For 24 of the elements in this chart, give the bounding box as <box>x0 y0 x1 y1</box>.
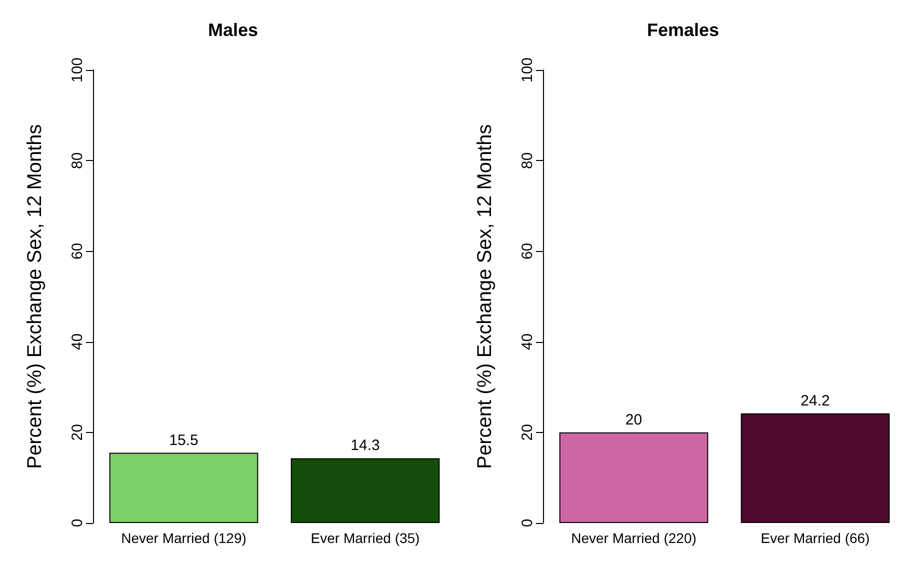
chart-title: Females <box>646 20 720 40</box>
y-tick-label: 80 <box>519 152 536 169</box>
y-tick-label: 0 <box>69 518 86 528</box>
data-label: 15.5 <box>169 432 198 449</box>
data-label: 14.3 <box>350 437 380 454</box>
x-tick-label: Ever Married (66) <box>760 530 870 546</box>
y-tick-label: 60 <box>69 242 86 260</box>
y-tick-label: 80 <box>69 152 86 169</box>
x-tick-label: Ever Married (35) <box>310 530 420 546</box>
y-tick-label: 100 <box>519 57 536 83</box>
data-label: 20 <box>625 411 642 428</box>
data-label: 24.2 <box>800 392 830 410</box>
chart-title: Males <box>208 20 258 40</box>
y-axis-title: Percent (%) Exchange Sex, 12 Months <box>474 124 496 469</box>
y-tick-label: 60 <box>519 242 536 260</box>
y-tick-label: 20 <box>69 424 86 441</box>
y-tick-label: 20 <box>519 424 536 441</box>
y-tick-label: 40 <box>519 333 536 350</box>
y-tick-label: 100 <box>69 57 86 83</box>
y-tick-label: 0 <box>519 518 536 528</box>
y-axis-title: Percent (%) Exchange Sex, 12 Months <box>24 124 46 469</box>
y-tick-label: 40 <box>69 333 86 350</box>
x-tick-label: Never Married (129) <box>121 530 246 546</box>
x-tick-label: Never Married (220) <box>571 530 696 546</box>
